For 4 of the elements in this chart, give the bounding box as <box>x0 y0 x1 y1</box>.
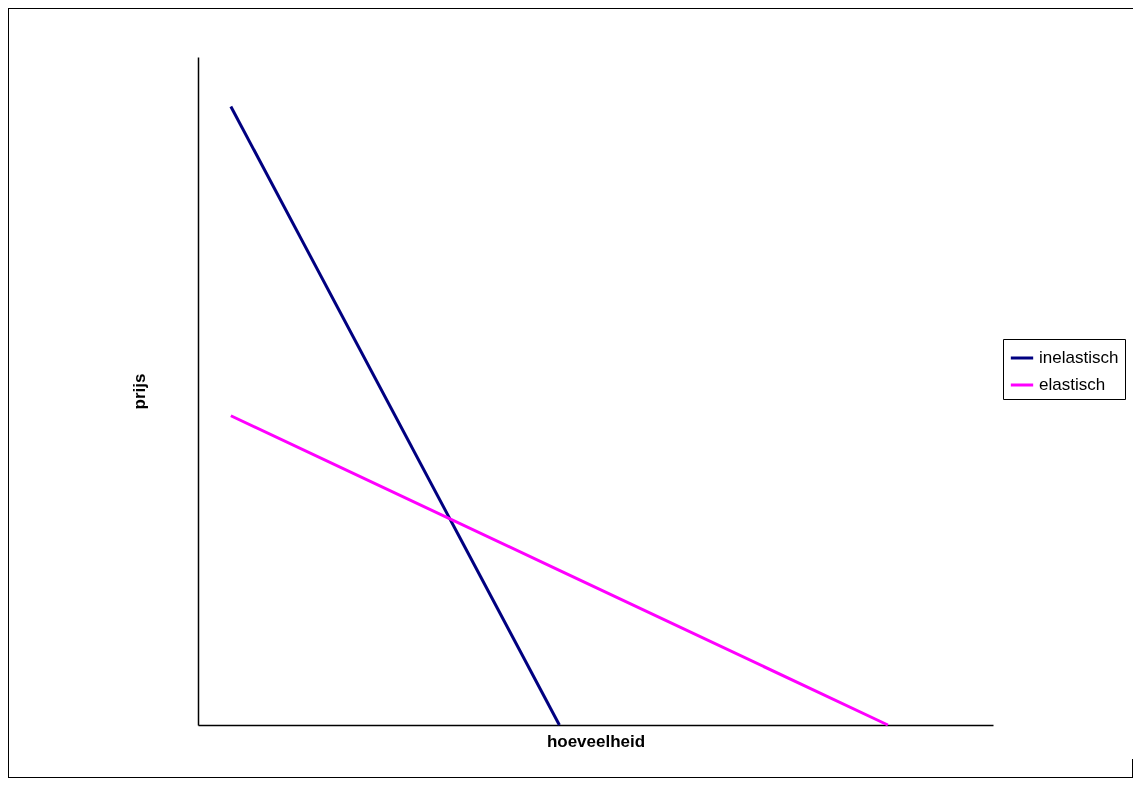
x-axis-title: hoeveelheid <box>546 731 646 751</box>
legend-label: elastisch <box>1039 375 1106 394</box>
legend-label: inelastisch <box>1039 348 1119 367</box>
y-axis-title: prijs <box>129 373 149 410</box>
